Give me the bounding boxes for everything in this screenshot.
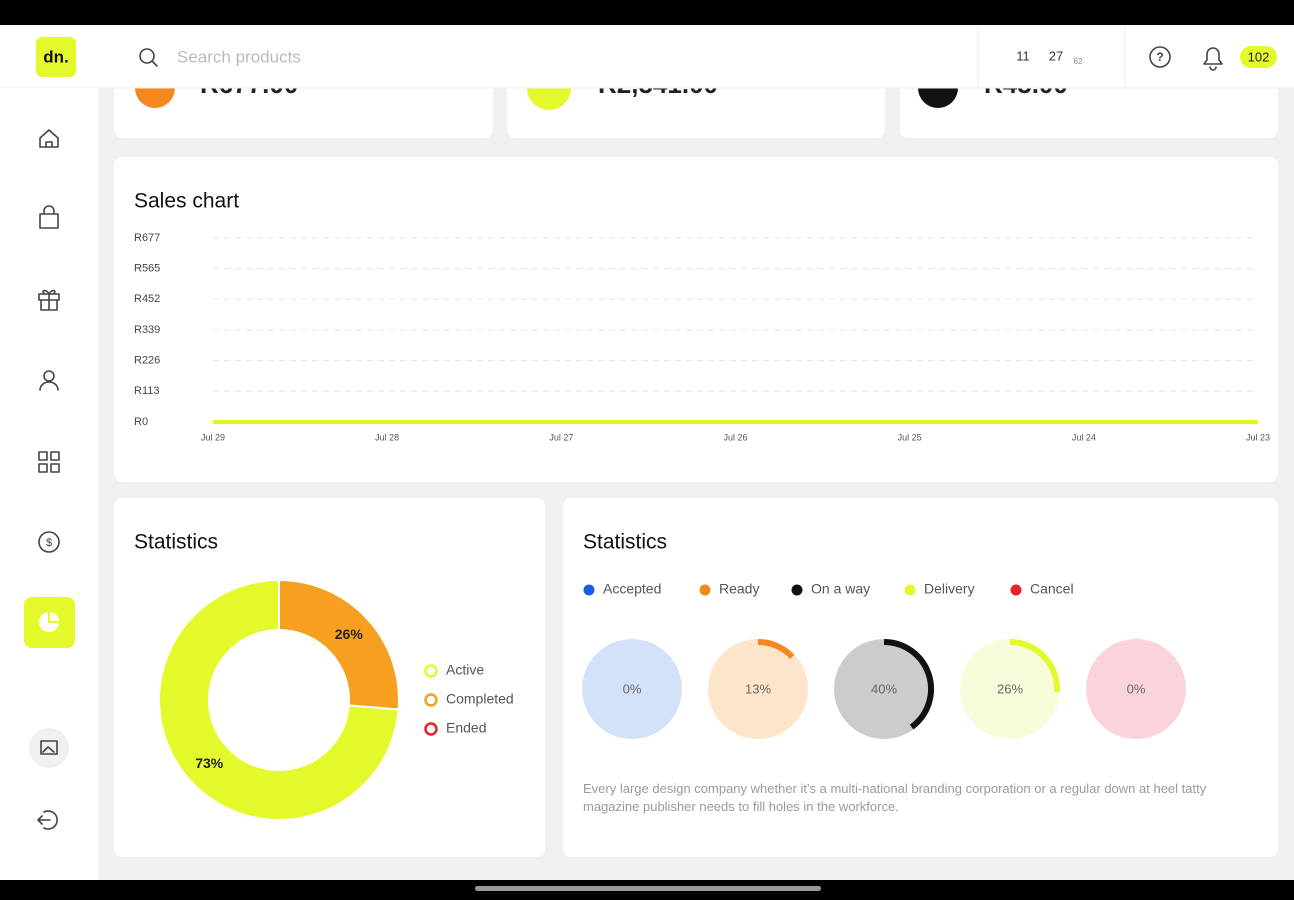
nav-stats-icon	[48, 612, 59, 623]
data-label: 73%	[195, 755, 224, 771]
legend-label: On a way	[811, 581, 870, 597]
search-icon	[151, 60, 158, 67]
legend-label: Delivery	[924, 581, 975, 597]
panel-title: Statistics	[134, 531, 218, 554]
home-indicator	[475, 886, 821, 891]
nav-user[interactable]	[39, 370, 59, 391]
x-tick-label: Jul 27	[549, 432, 573, 442]
legend-label: Ready	[719, 581, 759, 597]
y-tick-label: R677	[134, 232, 160, 244]
status-bar	[0, 0, 1294, 25]
ring-track	[708, 639, 808, 739]
ring-label: 0%	[623, 681, 642, 696]
ring-label: 26%	[997, 681, 1023, 696]
x-tick-label: Jul 23	[1246, 432, 1270, 442]
ring-track	[960, 639, 1060, 739]
legend-label: Completed	[446, 691, 514, 707]
panel	[114, 157, 1278, 482]
nav-money[interactable]	[38, 531, 60, 553]
timer: 27	[1049, 48, 1063, 63]
x-tick-label: Jul 26	[723, 432, 747, 442]
ring-label: 13%	[745, 681, 771, 696]
legend-marker	[1010, 584, 1022, 596]
nav-shop[interactable]	[39, 205, 59, 229]
legend-marker	[424, 664, 438, 678]
y-tick-label: R0	[134, 416, 148, 428]
y-tick-label: R113	[134, 385, 159, 397]
donut-segment	[158, 578, 400, 821]
y-tick-label: R452	[134, 293, 160, 305]
ring-label: 40%	[871, 681, 897, 696]
ring-progress	[757, 639, 795, 659]
nav-home[interactable]	[39, 129, 59, 148]
logo-text: dn.	[43, 47, 69, 66]
legend-marker	[583, 584, 595, 596]
panel-title: Sales chart	[134, 190, 239, 213]
ring-track	[582, 639, 682, 739]
logo[interactable]	[36, 37, 76, 77]
ring-progress	[1009, 639, 1060, 693]
data-label: 26%	[335, 626, 364, 642]
ring-progress	[883, 639, 934, 730]
legend-marker	[424, 693, 438, 707]
avatar-icon	[42, 746, 55, 753]
help-icon: ?	[1156, 50, 1163, 64]
help-icon[interactable]	[1149, 46, 1171, 68]
legend-label: Ended	[446, 720, 486, 736]
avatar-icon	[40, 740, 58, 755]
legend-label: Active	[446, 662, 484, 678]
badge	[1240, 46, 1277, 68]
timer: 11	[1016, 48, 1030, 63]
timer: 62	[1074, 57, 1083, 66]
ring-label: 0%	[1127, 681, 1146, 696]
nav-grid[interactable]	[38, 451, 60, 473]
x-tick-label: Jul 24	[1072, 432, 1096, 442]
x-tick-label: Jul 29	[201, 432, 225, 442]
badge-count: 102	[1248, 49, 1270, 64]
search-icon	[139, 48, 155, 64]
legend-marker	[424, 722, 438, 736]
panel-title: Statistics	[583, 531, 667, 554]
ring-track	[834, 639, 934, 739]
search-input[interactable]: Search products	[177, 47, 301, 66]
y-tick-label: R226	[134, 354, 160, 366]
legend-marker	[904, 584, 916, 596]
legend-marker	[699, 584, 711, 596]
legend-label: Cancel	[1030, 581, 1074, 597]
y-tick-label: R339	[134, 324, 160, 336]
x-tick-label: Jul 25	[898, 432, 922, 442]
header	[0, 25, 1294, 88]
nav-money: $	[46, 537, 52, 549]
bell-icon[interactable]	[1203, 47, 1223, 71]
legend-marker	[791, 584, 803, 596]
description: Every large design company whether it's …	[583, 781, 1207, 814]
legend-label: Accepted	[603, 581, 661, 597]
nav-logout[interactable]	[37, 810, 58, 830]
x-tick-label: Jul 28	[375, 432, 399, 442]
ring-track	[1086, 639, 1186, 739]
nav-gift[interactable]	[38, 289, 60, 311]
donut-segment	[278, 578, 400, 711]
y-tick-label: R565	[134, 262, 160, 274]
